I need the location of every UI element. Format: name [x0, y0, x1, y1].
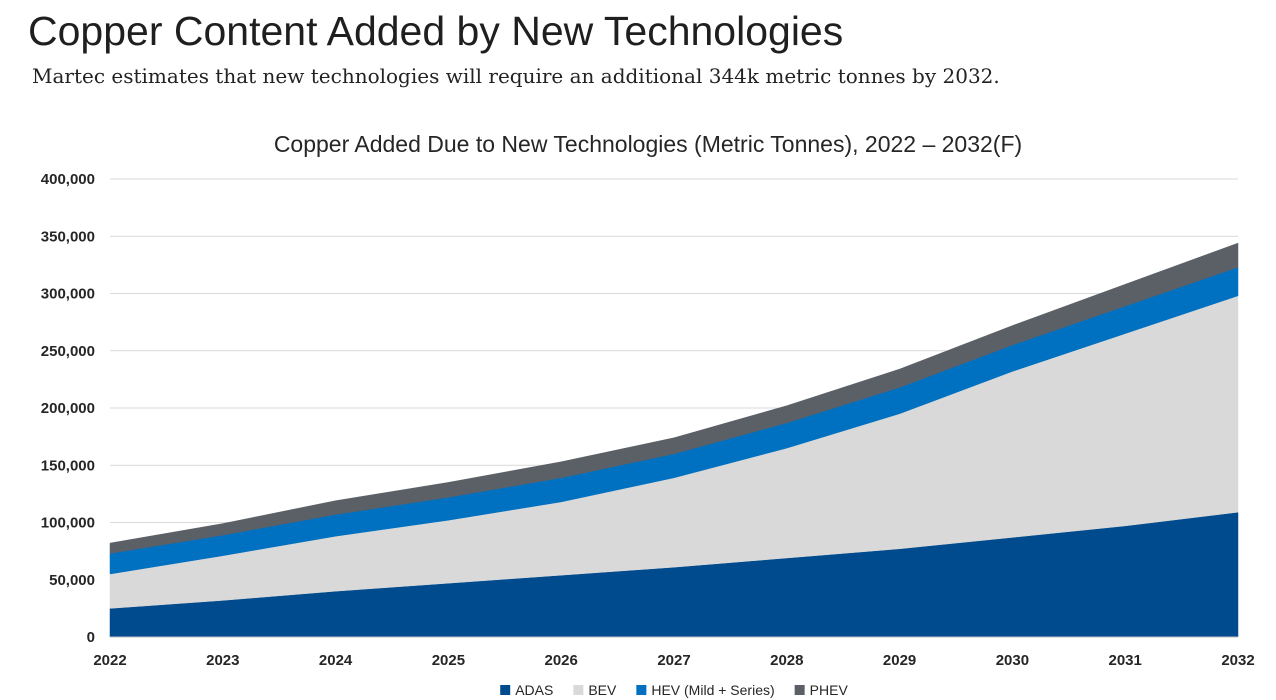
x-tick-label: 2032: [1221, 652, 1254, 669]
x-tick-label: 2028: [770, 652, 803, 669]
x-tick-label: 2025: [432, 652, 465, 669]
legend-item: ADAS: [500, 682, 553, 698]
x-tick-label: 2027: [657, 652, 690, 669]
legend-swatch: [794, 685, 805, 695]
y-tick-label: 50,000: [49, 572, 95, 589]
y-tick-label: 100,000: [41, 515, 95, 532]
area-phev: [109, 242, 1239, 554]
legend-swatch: [636, 685, 647, 695]
y-tick-label: 350,000: [41, 228, 95, 245]
y-tick-label: 0: [87, 629, 95, 646]
x-tick-label: 2022: [93, 652, 126, 669]
legend-item: PHEV: [794, 682, 849, 698]
series-areas: [109, 242, 1239, 638]
x-tick-label: 2030: [996, 652, 1029, 669]
x-tick-label: 2024: [319, 652, 353, 669]
y-tick-label: 200,000: [41, 400, 95, 417]
x-tick-label: 2026: [545, 652, 578, 669]
legend-label: PHEV: [810, 682, 849, 698]
y-tick-label: 150,000: [41, 457, 95, 474]
chart-title: Copper Added Due to New Technologies (Me…: [274, 131, 1022, 157]
axes: 0 50,000 100,000 150,000 200,000 250,000 300,0…: [41, 171, 1255, 669]
legend-label: HEV (Mild + Series): [651, 682, 774, 698]
legend-item: BEV: [573, 682, 617, 698]
y-tick-label: 250,000: [41, 343, 95, 360]
legend-swatch: [573, 685, 584, 695]
legend-item: HEV (Mild + Series): [636, 682, 775, 698]
legend-swatch: [500, 685, 511, 695]
page-title: Copper Content Added by New Technologies: [28, 8, 844, 54]
x-tick-label: 2031: [1109, 652, 1142, 669]
legend-label: ADAS: [515, 682, 553, 698]
legend-label: BEV: [588, 682, 617, 698]
x-tick-label: 2023: [206, 652, 239, 669]
legend: ADAS BEV HEV (Mild + Series) PHEV: [500, 682, 848, 698]
y-tick-label: 400,000: [41, 171, 95, 188]
x-tick-label: 2029: [883, 652, 916, 669]
page-subtitle: Martec estimates that new technologies w…: [32, 64, 1000, 88]
y-tick-label: 300,000: [41, 286, 95, 303]
